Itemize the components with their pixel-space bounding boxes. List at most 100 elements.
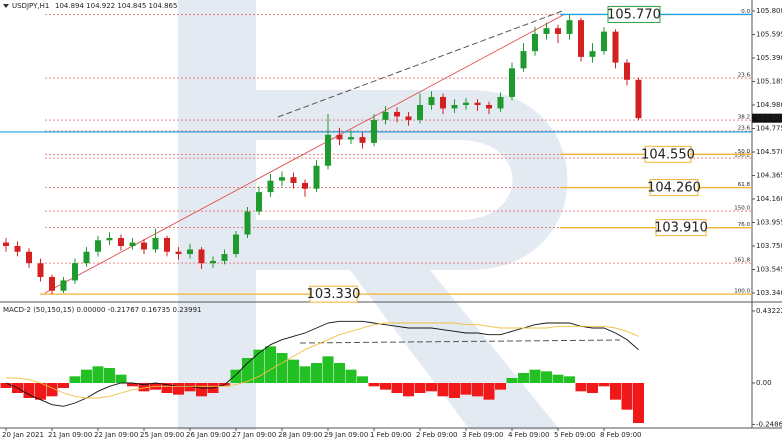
last-price-label: 104.865 bbox=[756, 114, 782, 122]
candle-body bbox=[175, 251, 182, 255]
histogram-bar bbox=[46, 383, 58, 397]
histogram-bar bbox=[104, 368, 115, 383]
histogram-bar bbox=[288, 359, 299, 383]
fib-label: 138.2 bbox=[734, 153, 750, 159]
histogram-bar bbox=[81, 369, 92, 383]
candle-body bbox=[198, 249, 205, 264]
y-tick-label: 104.980 bbox=[756, 101, 782, 109]
candle-body bbox=[497, 96, 504, 109]
candle-body bbox=[612, 31, 619, 63]
candle-body bbox=[405, 116, 412, 120]
candle-body bbox=[106, 237, 113, 241]
histogram-bar bbox=[460, 383, 472, 395]
histogram-bar bbox=[265, 346, 276, 383]
candle-body bbox=[417, 105, 423, 120]
level-label: 103.910 bbox=[654, 221, 708, 236]
candle-body bbox=[394, 111, 400, 117]
candle-body bbox=[60, 280, 67, 291]
watermark-bowl bbox=[256, 90, 568, 270]
candle-body bbox=[164, 237, 170, 252]
macd-title: MACD-2 (50,150,15) 0.00000 -0.21767 0.16… bbox=[3, 306, 202, 314]
histogram-bar bbox=[357, 376, 368, 383]
candle-body bbox=[474, 102, 481, 106]
fib-label: 100.0 bbox=[734, 289, 750, 295]
histogram-bar bbox=[69, 376, 81, 383]
y-tick-label: 105.185 bbox=[756, 78, 782, 86]
fib-label: 50.0 bbox=[738, 149, 751, 155]
candle-body bbox=[26, 251, 32, 264]
y-tick-label: 103.340 bbox=[756, 289, 782, 297]
candle-body bbox=[233, 234, 239, 255]
candle-body bbox=[279, 177, 285, 181]
candle-body bbox=[267, 180, 274, 193]
fib-label: 38.2 bbox=[738, 115, 750, 121]
y-tick-label: 104.365 bbox=[756, 172, 782, 180]
histogram-bar bbox=[115, 374, 127, 383]
histogram-bar bbox=[345, 369, 357, 383]
candle-body bbox=[463, 102, 469, 106]
candle-body bbox=[555, 28, 561, 34]
symbol-title: USDJPY,H1 bbox=[12, 2, 49, 10]
candle-body bbox=[129, 242, 136, 247]
histogram-bar bbox=[127, 383, 138, 387]
candle-body bbox=[325, 134, 331, 166]
candle-body bbox=[244, 211, 251, 235]
candle-body bbox=[83, 251, 90, 264]
level-box bbox=[607, 5, 661, 23]
x-tick-label: 1 Feb 09:00 bbox=[370, 431, 411, 439]
candle-body bbox=[520, 51, 527, 69]
x-tick-label: 25 Jan 09:00 bbox=[140, 431, 184, 439]
candle-body bbox=[509, 68, 515, 97]
quote: 104.894 104.922 104.845 104.865 bbox=[55, 2, 177, 10]
histogram-bar bbox=[299, 366, 311, 383]
histogram-bar bbox=[242, 358, 253, 383]
candle-body bbox=[601, 31, 607, 52]
x-tick-label: 5 Feb 09:00 bbox=[554, 431, 595, 439]
y-tick-label: -0.24862 bbox=[756, 420, 782, 428]
candle-body bbox=[359, 137, 366, 143]
x-tick-label: 4 Feb 09:00 bbox=[508, 431, 549, 439]
fib-label: 161.8 bbox=[734, 258, 750, 264]
candle-body bbox=[451, 105, 458, 109]
fib-label: 23.6 bbox=[738, 73, 751, 79]
fib-label: 150.0 bbox=[734, 206, 750, 212]
histogram-bar bbox=[322, 356, 334, 383]
y-tick-label: 104.775 bbox=[756, 125, 782, 133]
level-box bbox=[655, 219, 707, 237]
histogram-bar bbox=[575, 383, 587, 392]
x-tick-label: 3 Feb 09:00 bbox=[462, 431, 503, 439]
y-tick-label: 105.595 bbox=[756, 31, 782, 39]
candle-body bbox=[578, 20, 584, 57]
x-tick-label: 20 Jan 2021 bbox=[2, 431, 44, 439]
histogram-bar bbox=[598, 383, 610, 387]
symbol-menu-icon[interactable] bbox=[3, 4, 9, 8]
candle-body bbox=[566, 20, 573, 34]
histogram-bar bbox=[472, 383, 483, 397]
candle-body bbox=[624, 62, 630, 80]
y-tick-label: 103.955 bbox=[756, 219, 782, 227]
candle-body bbox=[290, 177, 297, 183]
histogram-bar bbox=[414, 383, 426, 393]
histogram-bar bbox=[610, 383, 621, 400]
x-tick-label: 22 Jan 09:00 bbox=[94, 431, 138, 439]
candle-body bbox=[187, 249, 193, 255]
fib-label: 76.0 bbox=[738, 222, 751, 228]
candle-body bbox=[221, 254, 228, 261]
candle-body bbox=[72, 263, 78, 281]
x-tick-label: 26 Jan 09:00 bbox=[186, 431, 230, 439]
candle-body bbox=[141, 242, 147, 250]
level-box bbox=[644, 145, 692, 163]
histogram-bar bbox=[334, 363, 345, 383]
candle-body bbox=[382, 111, 389, 120]
histogram-bar bbox=[621, 383, 633, 410]
candle-body bbox=[589, 51, 596, 57]
x-tick-label: 21 Jan 09:00 bbox=[48, 431, 92, 439]
candle-body bbox=[348, 137, 354, 140]
histogram-bar bbox=[92, 366, 104, 383]
last-price-box bbox=[752, 113, 782, 123]
histogram-bar bbox=[276, 353, 288, 383]
histogram-bar bbox=[552, 374, 564, 383]
trend-line bbox=[277, 9, 566, 118]
y-tick-label: 104.160 bbox=[756, 195, 782, 203]
